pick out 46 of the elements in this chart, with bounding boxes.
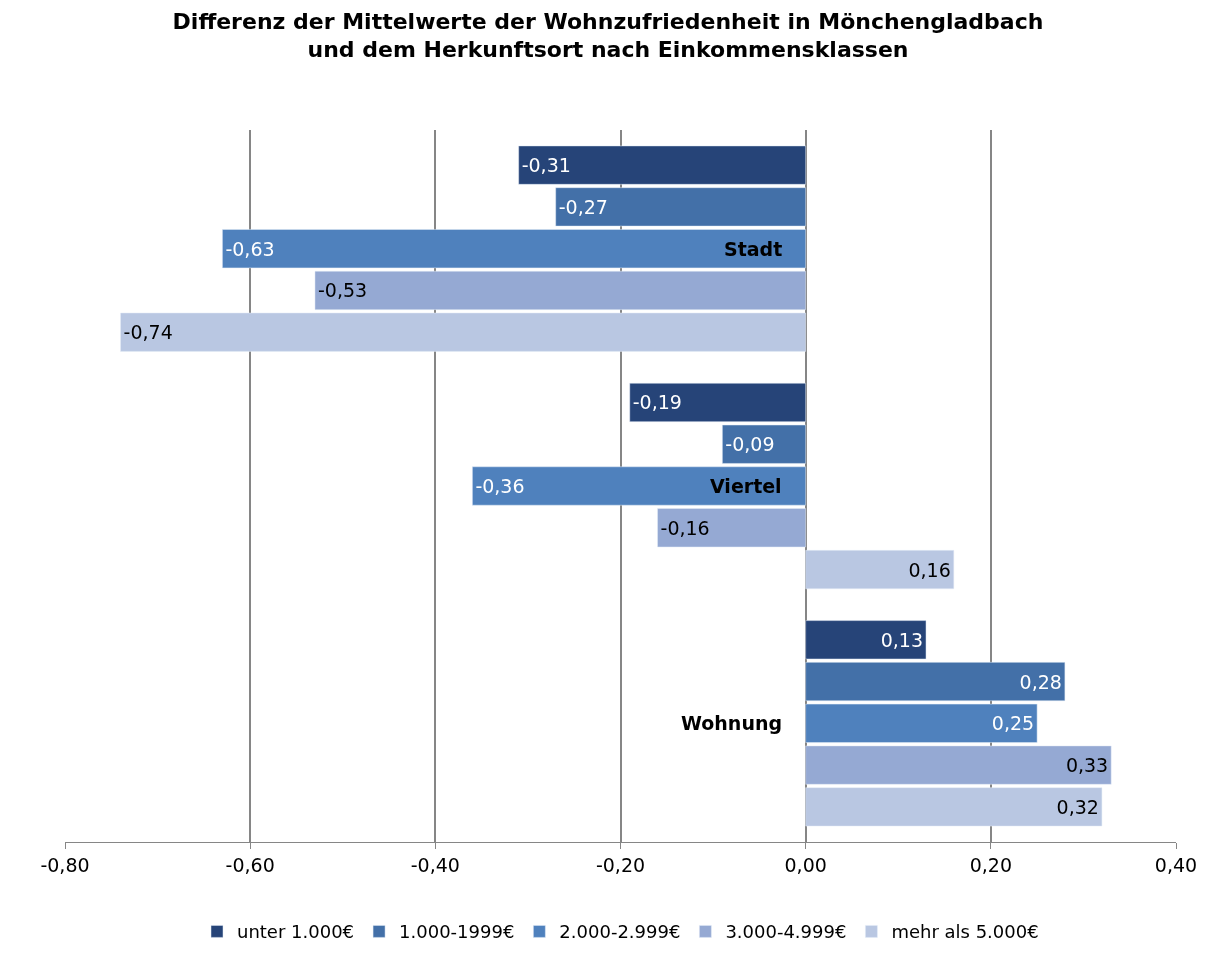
bar (805, 550, 955, 590)
x-tick-label: -0,60 (225, 853, 275, 876)
x-tick-label: -0,80 (40, 853, 90, 876)
x-tick-label: -0,20 (595, 853, 646, 876)
bar (629, 382, 806, 422)
data-label: 0,33 (1065, 754, 1109, 777)
chart-title: Differenz der Mittelwerte der Wohnzufriedenheit in Mönchengladbach und dem Herkunftsort nach Einkommensklassen (172, 8, 1044, 63)
bar (555, 187, 806, 227)
legend-label: 2.000-2.999€ (559, 921, 681, 943)
legend-label: 3.000-4.999€ (725, 921, 847, 943)
bar (722, 424, 806, 464)
data-label: 0,32 (1056, 795, 1099, 818)
x-tick-label: 0,40 (1154, 853, 1198, 876)
bar (222, 229, 806, 269)
legend-label: 1.000-1999€ (399, 921, 515, 943)
data-label: -0,63 (225, 237, 275, 260)
data-label: -0,53 (317, 279, 368, 302)
data-label: 0,25 (991, 712, 1035, 735)
bar (805, 662, 1066, 702)
data-label: -0,19 (632, 391, 682, 414)
data-label: -0,16 (660, 516, 710, 539)
data-label: -0,36 (475, 475, 525, 497)
data-label: 0,13 (880, 628, 924, 651)
data-label: 0,16 (908, 558, 951, 581)
bar (657, 508, 806, 548)
y-tick-label: Viertel (710, 475, 782, 497)
legend-label: unter 1.000€ (237, 921, 355, 943)
x-tick-label: -0,40 (410, 853, 460, 876)
data-label: -0,09 (725, 433, 775, 456)
bar (805, 787, 1103, 827)
x-tick-label: 0,00 (784, 853, 827, 876)
y-tick-label: Stadt (724, 238, 783, 260)
bar (472, 466, 806, 506)
bar (120, 312, 806, 352)
bar (314, 270, 806, 310)
data-label: -0,31 (521, 154, 571, 177)
data-label: -0,27 (558, 195, 608, 218)
y-tick-label: Wohnung (681, 712, 783, 734)
data-label: -0,74 (123, 321, 173, 344)
bar (805, 703, 1038, 743)
bar (805, 620, 927, 660)
x-tick-label: 0,20 (969, 853, 1012, 876)
legend-label: mehr als 5.000€ (891, 921, 1039, 943)
bar (805, 745, 1112, 785)
data-label: 0,28 (1019, 670, 1062, 693)
bar (518, 145, 806, 185)
